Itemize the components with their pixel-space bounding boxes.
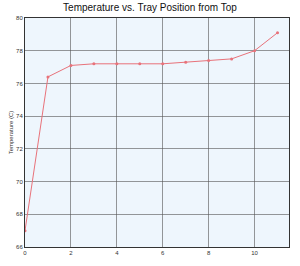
svg-text:2: 2 [69,250,73,256]
svg-text:68: 68 [16,211,23,217]
svg-text:Temperature (C): Temperature (C) [8,111,14,155]
svg-text:72: 72 [16,146,23,152]
svg-text:10: 10 [251,250,258,256]
svg-text:8: 8 [207,250,211,256]
svg-text:70: 70 [16,179,23,185]
svg-text:76: 76 [16,81,23,87]
svg-text:74: 74 [16,113,23,119]
svg-text:78: 78 [16,48,23,54]
svg-text:80: 80 [16,15,23,21]
svg-text:4: 4 [115,250,119,256]
svg-text:6: 6 [161,250,165,256]
svg-text:0: 0 [23,250,27,256]
svg-text:66: 66 [16,244,23,250]
svg-text:Temperature vs. Tray Position: Temperature vs. Tray Position from Top [63,2,237,13]
